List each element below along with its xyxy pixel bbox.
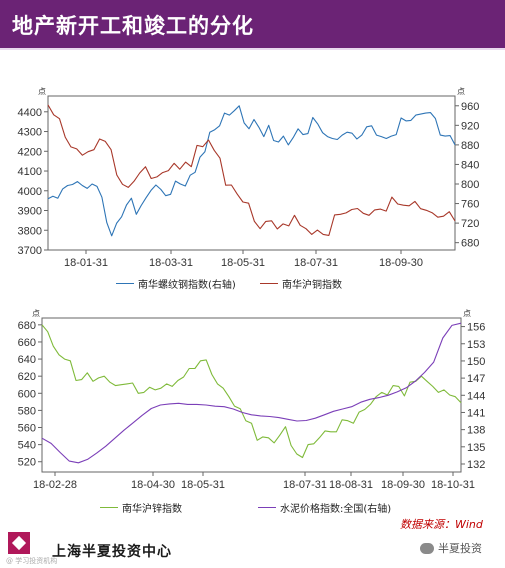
wechat-account[interactable]: 半夏投资 xyxy=(420,540,482,556)
x-tick-label: 18-08-31 xyxy=(329,479,373,491)
left-y-tick-label: 4000 xyxy=(18,186,42,198)
series-line-0 xyxy=(41,324,462,459)
logo-icon xyxy=(8,532,30,554)
legend-item-copper: 南华沪铜指数 xyxy=(260,276,342,291)
right-y-tick-label: 147 xyxy=(467,373,485,385)
left-y-tick-label: 4300 xyxy=(18,127,42,139)
x-tick-label: 18-02-28 xyxy=(33,479,77,491)
chart1-legend: 南华螺纹钢指数(右轴) 南华沪铜指数 xyxy=(0,276,505,291)
watermark-text: @ 学习投资机构 xyxy=(6,557,58,565)
right-y-tick-label: 840 xyxy=(461,159,479,171)
right-y-tick-label: 156 xyxy=(467,322,485,334)
left-axis-unit: 点 xyxy=(38,87,46,96)
left-y-tick-label: 560 xyxy=(18,423,36,435)
left-y-tick-label: 4200 xyxy=(18,146,42,158)
right-y-tick-label: 680 xyxy=(461,238,479,250)
left-y-tick-label: 660 xyxy=(18,337,36,349)
left-y-tick-label: 640 xyxy=(18,354,36,366)
left-y-tick-label: 4100 xyxy=(18,166,42,178)
left-y-tick-label: 4400 xyxy=(18,107,42,119)
right-y-tick-label: 800 xyxy=(461,179,479,191)
right-y-tick-label: 920 xyxy=(461,120,479,132)
page-title: 地产新开工和竣工的分化 xyxy=(12,14,254,38)
x-tick-label: 18-04-30 xyxy=(131,479,175,491)
chart-steel-copper: 点 点 3700 3800 3900 4000 4100 4200 4300 4400 680 720… xyxy=(18,87,480,269)
right-y-tick-label: 760 xyxy=(461,199,479,211)
left-y-tick-label: 3800 xyxy=(18,225,42,237)
x-tick-label: 18-01-31 xyxy=(64,257,108,269)
right-y-tick-label: 150 xyxy=(467,356,485,368)
left-y-tick-label: 580 xyxy=(18,405,36,417)
wechat-account-name: 半夏投资 xyxy=(438,542,482,555)
legend-item-cement: 水泥价格指数:全国(右轴) xyxy=(258,500,391,515)
right-y-tick-label: 132 xyxy=(467,459,485,471)
chart-zinc-cement: 点 点 520 540 560 580 600 620 640 660 680 132 135 138 14… xyxy=(18,309,486,491)
legend-label-zinc: 南华沪锌指数 xyxy=(122,504,182,515)
legend-item-zinc: 南华沪锌指数 xyxy=(100,500,182,515)
legend-label-rebar: 南华螺纹钢指数(右轴) xyxy=(138,280,236,291)
x-tick-label: 18-09-30 xyxy=(379,257,423,269)
series-line-0 xyxy=(47,105,456,237)
right-y-tick-label: 960 xyxy=(461,101,479,113)
left-y-tick-label: 3900 xyxy=(18,206,42,218)
right-y-tick-label: 144 xyxy=(467,390,485,402)
wechat-icon xyxy=(420,542,434,554)
header-divider xyxy=(0,48,505,50)
series-line-1 xyxy=(41,322,462,464)
left-y-tick-label: 680 xyxy=(18,320,36,332)
left-y-tick-label: 600 xyxy=(18,388,36,400)
series-line-1 xyxy=(47,104,456,236)
right-axis-unit: 点 xyxy=(463,309,471,318)
left-y-tick-label: 620 xyxy=(18,371,36,383)
legend-swatch-zinc xyxy=(100,507,118,508)
legend-label-cement: 水泥价格指数:全国(右轴) xyxy=(280,504,392,515)
left-y-tick-label: 3700 xyxy=(18,245,42,257)
right-y-tick-label: 138 xyxy=(467,425,485,437)
legend-swatch-rebar xyxy=(116,283,134,284)
legend-swatch-copper xyxy=(260,283,278,284)
right-y-tick-label: 720 xyxy=(461,218,479,230)
x-tick-label: 18-05-31 xyxy=(181,479,225,491)
x-tick-label: 18-10-31 xyxy=(431,479,475,491)
right-y-tick-label: 153 xyxy=(467,339,485,351)
plot-frame xyxy=(41,317,462,473)
legend-swatch-cement xyxy=(258,507,276,508)
x-tick-label: 18-05-31 xyxy=(221,257,265,269)
x-tick-label: 18-03-31 xyxy=(149,257,193,269)
left-y-tick-label: 540 xyxy=(18,440,36,452)
organization-name: 上海半夏投资中心 xyxy=(52,544,172,560)
right-y-tick-label: 880 xyxy=(461,140,479,152)
data-source-note: 数据来源：Wind xyxy=(400,518,483,531)
plot-frame xyxy=(47,95,456,251)
left-axis-unit: 点 xyxy=(32,309,40,318)
chart2-legend: 南华沪锌指数 水泥价格指数:全国(右轴) xyxy=(0,500,505,515)
left-y-tick-label: 520 xyxy=(18,457,36,469)
right-axis-unit: 点 xyxy=(457,87,465,96)
legend-label-copper: 南华沪铜指数 xyxy=(282,280,342,291)
x-tick-label: 18-07-31 xyxy=(283,479,327,491)
x-tick-label: 18-07-31 xyxy=(294,257,338,269)
x-tick-label: 18-09-30 xyxy=(381,479,425,491)
page-title-banner: 地产新开工和竣工的分化 xyxy=(0,0,505,48)
right-y-tick-label: 141 xyxy=(467,407,485,419)
right-y-tick-label: 135 xyxy=(467,442,485,454)
legend-item-rebar: 南华螺纹钢指数(右轴) xyxy=(116,276,236,291)
